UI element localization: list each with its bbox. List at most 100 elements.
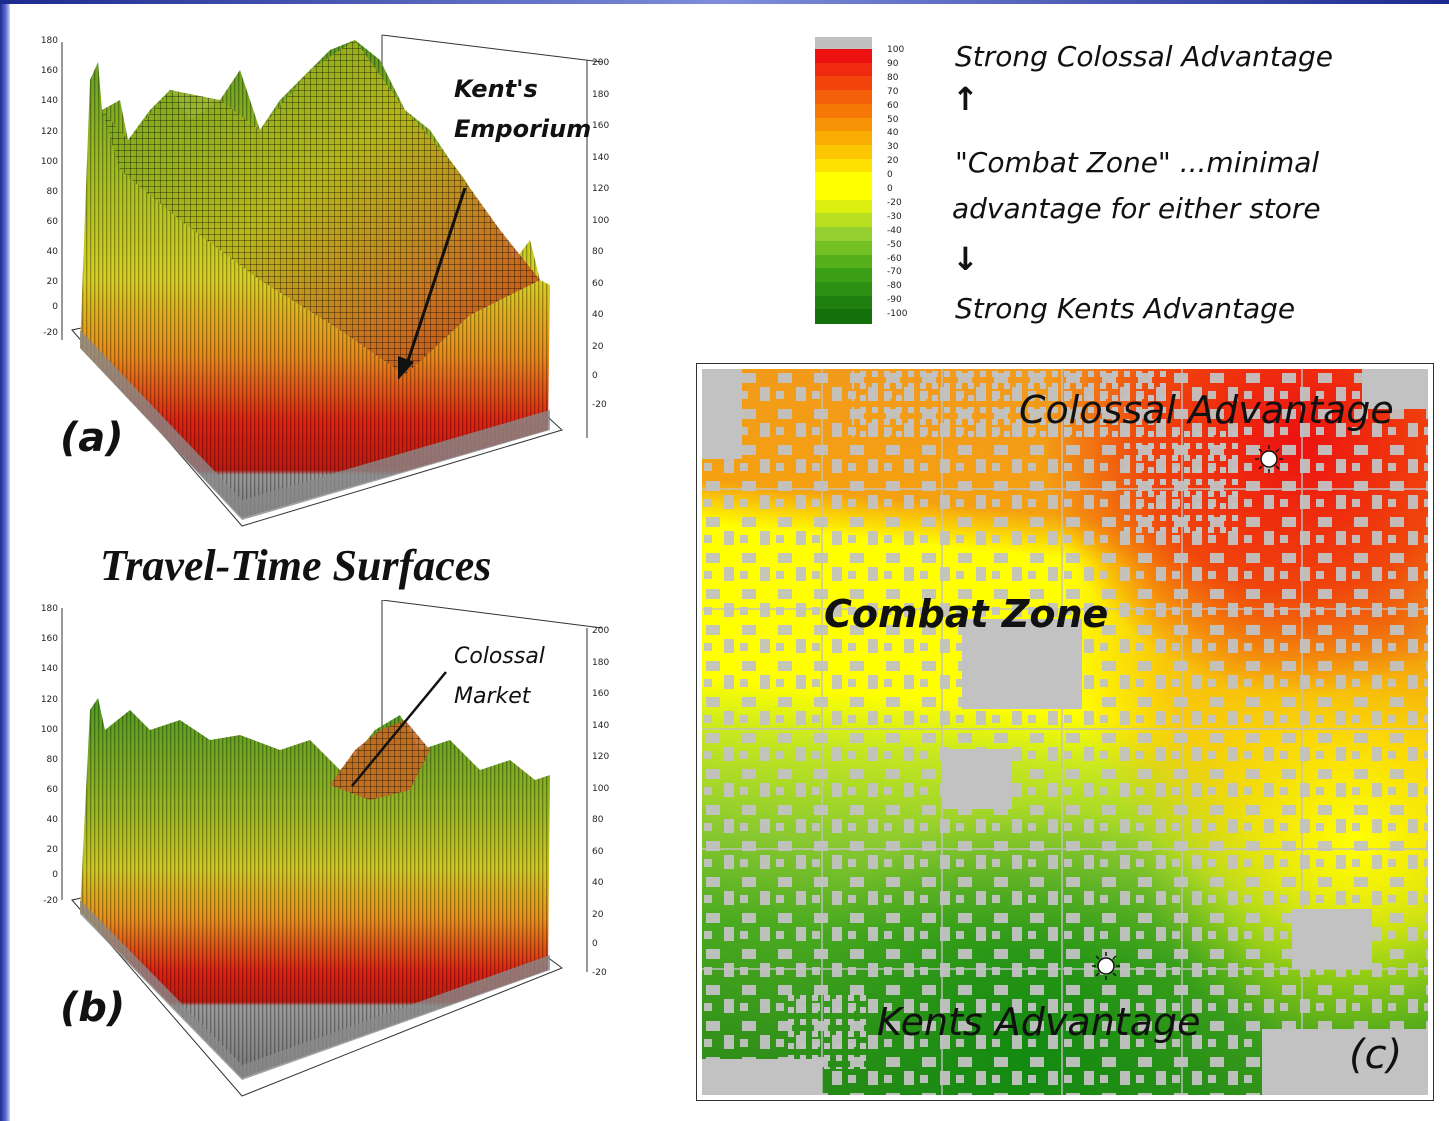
legend-value: 40 — [887, 128, 899, 139]
legend-swatch — [815, 254, 872, 269]
surface-panel-a: 180 160 140 120 100 80 60 40 20 0 -20 20… — [10, 30, 650, 530]
legend-swatch — [815, 76, 872, 91]
legend-up-arrow: ↑ — [952, 80, 979, 118]
tick: 180 — [592, 90, 610, 100]
legend-swatch — [815, 240, 872, 256]
tick: 120 — [40, 127, 58, 137]
legend-value: 90 — [887, 58, 899, 69]
tick: 100 — [40, 725, 58, 735]
tick: 0 — [592, 939, 598, 949]
tick: 20 — [592, 910, 604, 920]
advantage-map-graphic — [702, 369, 1428, 1095]
legend-value: 20 — [887, 156, 899, 167]
legend-value: 80 — [887, 72, 899, 83]
tick: 100 — [592, 216, 610, 226]
legend-combat-line2: advantage for either store — [952, 192, 1321, 225]
tick: 80 — [46, 755, 58, 765]
tick: 100 — [592, 784, 610, 794]
tick: 40 — [46, 815, 58, 825]
tick: 140 — [40, 96, 58, 106]
tick: 100 — [40, 157, 58, 167]
legend-value: 0 — [887, 184, 893, 194]
legend-swatch — [815, 309, 872, 324]
tick: 120 — [592, 184, 610, 194]
legend-swatch — [815, 103, 872, 119]
tick: 20 — [46, 277, 58, 287]
legend-value: 60 — [887, 100, 899, 111]
panel-c-letter: (c) — [1349, 1032, 1403, 1078]
legend-swatch — [815, 49, 872, 64]
legend-swatch — [815, 281, 872, 297]
legend-strong-colossal: Strong Colossal Advantage — [955, 40, 1333, 73]
tick: 160 — [592, 689, 610, 699]
tick: 20 — [592, 342, 604, 352]
colossal-market-label-line2: Market — [454, 684, 531, 709]
tick: 40 — [46, 247, 58, 257]
legend-value: 0 — [887, 170, 893, 181]
tick: 40 — [592, 878, 604, 888]
tick: 200 — [592, 626, 610, 636]
legend-swatch — [815, 186, 872, 201]
combat-zone-label: Combat Zone — [824, 592, 1109, 636]
legend-value: 100 — [887, 45, 905, 55]
legend-swatch — [815, 268, 872, 283]
legend-value: 50 — [887, 114, 899, 125]
legend-value: -80 — [887, 281, 902, 292]
surface-panel-b: 180 160 140 120 100 80 60 40 20 0 -20 20… — [10, 599, 650, 1100]
tick: -20 — [592, 400, 607, 410]
legend-value: 30 — [887, 142, 899, 153]
tick: 180 — [40, 36, 58, 46]
legend-swatch — [815, 131, 872, 146]
panel-b-letter: (b) — [60, 985, 126, 1031]
tick: 120 — [592, 752, 610, 762]
tick: 180 — [592, 658, 610, 668]
panel-a-letter: (a) — [60, 415, 124, 461]
tick: 80 — [46, 187, 58, 197]
tick: 60 — [46, 217, 58, 227]
tick: 140 — [592, 153, 610, 163]
center-title: Travel-Time Surfaces — [100, 541, 492, 590]
legend-swatch — [815, 90, 872, 105]
tick: 160 — [592, 121, 610, 131]
tick: 0 — [52, 302, 58, 312]
kents-emporium-label-line1: Kent's — [454, 75, 538, 103]
tick: -20 — [592, 968, 607, 978]
legend-value: 70 — [887, 86, 899, 97]
tick: 0 — [592, 371, 598, 381]
kents-emporium-label-line2: Emporium — [454, 115, 592, 143]
legend-swatch — [815, 158, 872, 173]
tick: 60 — [592, 847, 604, 857]
legend-null-swatch — [815, 37, 872, 49]
advantage-map-frame: Colossal Advantage Combat Zone Kents Adv… — [696, 363, 1434, 1101]
legend-combat-line1: "Combat Zone" ...minimal — [955, 146, 1320, 179]
tick: 120 — [40, 695, 58, 705]
tick: 160 — [40, 66, 58, 76]
legend-swatch — [815, 117, 872, 132]
tick: 80 — [592, 247, 604, 257]
slide-top-band — [0, 0, 1449, 4]
tick: 160 — [40, 634, 58, 644]
tick: -20 — [43, 896, 58, 906]
legend-value: -70 — [887, 267, 902, 278]
slide-left-band — [0, 0, 10, 1121]
tick: 40 — [592, 310, 604, 320]
tick: -20 — [43, 328, 58, 338]
legend-swatch — [815, 172, 872, 187]
tick: 0 — [52, 870, 58, 880]
tick: 60 — [592, 279, 604, 289]
legend-value: -60 — [887, 253, 902, 264]
legend-swatches — [815, 49, 872, 324]
legend-swatch — [815, 199, 872, 214]
tick: 140 — [592, 721, 610, 731]
legend-value: -30 — [887, 211, 902, 222]
tick: 180 — [40, 604, 58, 614]
colossal-store-marker — [1255, 445, 1283, 473]
tick: 140 — [40, 664, 58, 674]
surface-a-graphic — [61, 34, 603, 527]
legend-swatch — [815, 62, 872, 77]
legend-value: -20 — [887, 197, 902, 208]
legend-down-arrow: ↓ — [952, 240, 979, 278]
color-legend: 100 90 80 70 60 50 40 30 20 0 0 -20 -30 -40 -50 -60 -70 -… — [815, 37, 925, 327]
tick: 20 — [46, 845, 58, 855]
tick: 200 — [592, 58, 610, 68]
